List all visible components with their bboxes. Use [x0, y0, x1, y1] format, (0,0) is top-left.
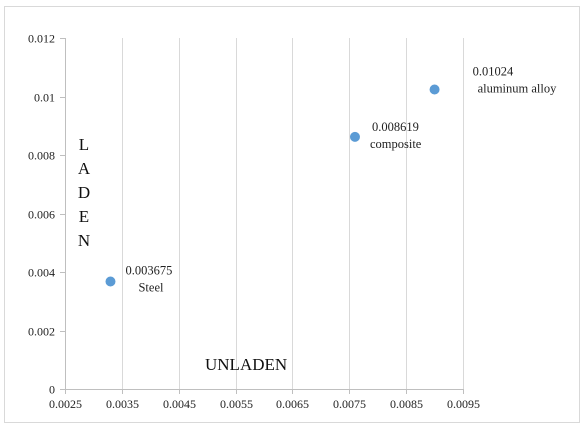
x-tick-label: 0.0065: [276, 397, 309, 411]
data-value-label: 0.003675: [125, 264, 172, 278]
x-tick-label: 0.0055: [220, 397, 253, 411]
tick-labels: 0.0025 0.0035 0.0045 0.0055 0.0065 0.0075 0.00…: [28, 32, 480, 412]
y-axis-label-letter: N: [78, 231, 90, 250]
x-tick-label: 0.0035: [106, 397, 139, 411]
data-value-label: 0.01024: [473, 64, 514, 78]
data-name-label: composite: [370, 137, 422, 151]
y-tick-label: 0.006: [28, 208, 55, 222]
axes: [60, 38, 464, 394]
x-tick-label: 0.0045: [163, 397, 196, 411]
y-axis-label-letter: E: [79, 207, 89, 226]
y-tick-label: 0.012: [28, 32, 55, 46]
data-point: [349, 131, 360, 142]
y-tick-label: 0: [49, 383, 55, 397]
y-tick-label: 0.01: [34, 91, 55, 105]
y-axis-label-letter: D: [78, 183, 90, 202]
y-tick-label: 0.008: [28, 149, 55, 163]
x-tick-label: 0.0095: [447, 397, 480, 411]
y-tick-label: 0.002: [28, 325, 55, 339]
data-point: [429, 84, 440, 95]
x-tick-label: 0.0085: [390, 397, 423, 411]
data-name-label: aluminum alloy: [478, 81, 558, 95]
y-axis-label-letter: A: [78, 159, 91, 178]
data-value-label: 0.008619: [372, 120, 419, 134]
y-axis-label: LADEN: [78, 135, 91, 250]
gridlines: [122, 38, 464, 389]
data-point: [105, 276, 116, 287]
x-axis-label: UNLADEN: [205, 355, 287, 374]
x-tick-label: 0.0025: [49, 397, 82, 411]
x-tick-label: 0.0075: [333, 397, 366, 411]
y-axis-label-letter: L: [79, 135, 89, 154]
data-name-label: Steel: [138, 281, 164, 295]
y-tick-label: 0.004: [28, 266, 55, 280]
data-points: [105, 84, 440, 287]
data-labels: 0.003675 Steel 0.008619 composite 0.01024 alu…: [125, 64, 557, 294]
